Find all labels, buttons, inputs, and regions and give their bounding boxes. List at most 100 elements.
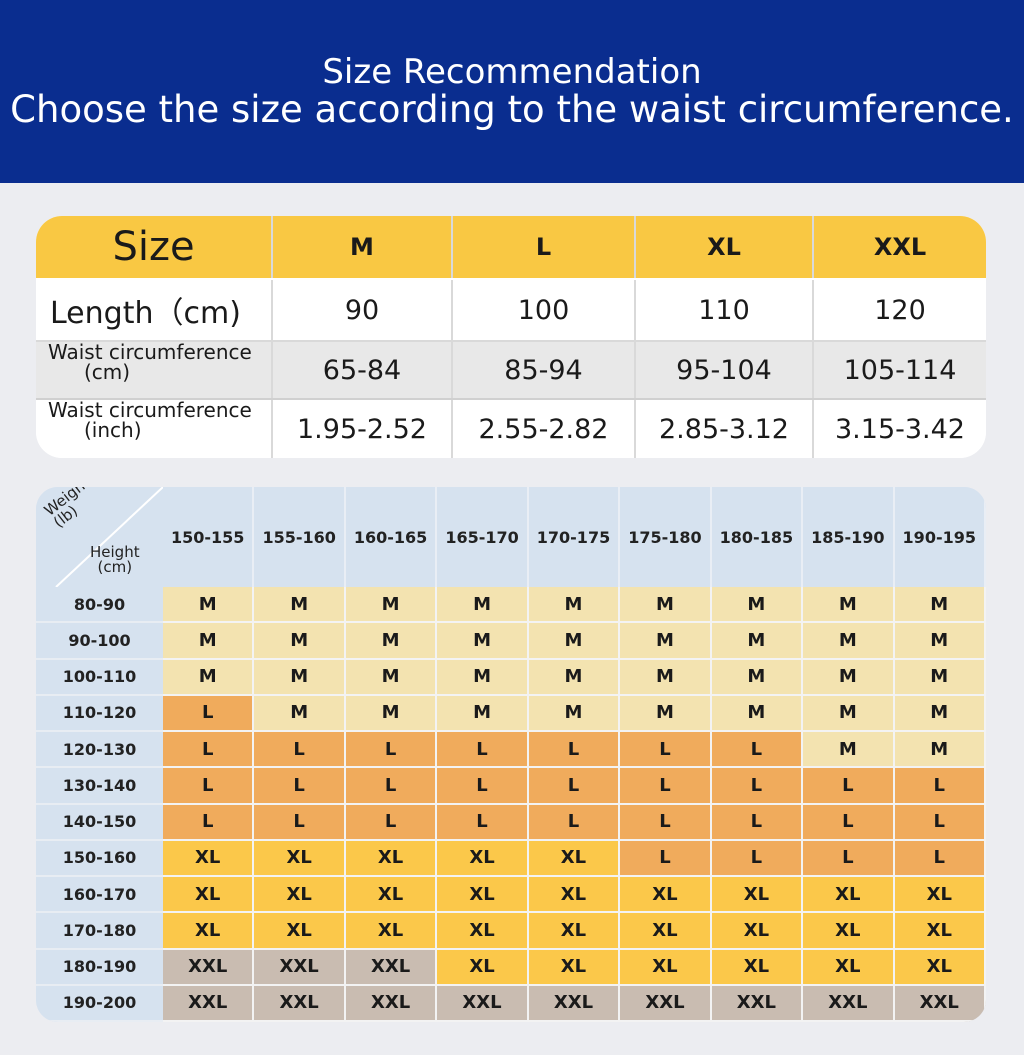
size-cell: L <box>620 804 712 841</box>
size-cell: L <box>803 804 895 841</box>
size-cell: XXL <box>254 985 346 1022</box>
waist-cm-value: 85-94 <box>453 342 636 398</box>
size-xxl: XXL <box>873 233 927 261</box>
size-cell: L <box>620 840 712 877</box>
size-cell: XL <box>894 913 986 950</box>
size-cell: M <box>620 659 712 696</box>
size-label: Size <box>36 216 273 278</box>
size-cell: XL <box>894 949 986 986</box>
size-cell: XL <box>894 877 986 914</box>
grid-header: Weight (lb) Height (cm) 150-155 155-160 16… <box>36 487 986 587</box>
size-cell: XL <box>528 877 621 914</box>
size-cell: L <box>711 732 804 769</box>
header-banner: Size Recommendation Choose the size acco… <box>0 0 1024 183</box>
table-row: 190-200 XXL XXL XXL XXL XXL XXL XXL XXL XXL <box>36 985 986 1022</box>
corner-height-label: Height (cm) <box>90 545 140 575</box>
table-row: 140-150 L L L L L L L L L <box>36 804 986 841</box>
size-cell: XL <box>803 877 895 914</box>
size-cell: XL <box>528 840 621 877</box>
size-cell: M <box>437 695 529 732</box>
height-column-header: 150-155 <box>163 487 255 587</box>
size-cell: XXL <box>254 949 346 986</box>
size-cell: M <box>163 659 255 696</box>
length-label: Length（cm) <box>36 280 273 340</box>
length-value: 110 <box>636 280 814 340</box>
size-cell: XXL <box>345 949 438 986</box>
height-column-header: 185-190 <box>803 487 895 587</box>
size-cell: L <box>711 804 804 841</box>
height-column-header: 170-175 <box>529 487 621 587</box>
size-cell: L <box>894 840 986 877</box>
waist-cm-label: Waist circumference (cm) <box>36 342 273 398</box>
size-cell: M <box>437 623 529 660</box>
table-row: 100-110 M M M M M M M M M <box>36 659 986 696</box>
corner-diagonal <box>55 487 163 587</box>
size-cell: M <box>620 623 712 660</box>
waist-inch-label-line2: (inch) <box>84 418 142 442</box>
size-cell: L <box>528 732 621 769</box>
weight-row-label: 160-170 <box>36 877 163 914</box>
size-cell: L <box>163 768 255 805</box>
size-cell: XXL <box>528 985 621 1022</box>
size-cell: XXL <box>803 985 895 1022</box>
size-cell: XL <box>437 877 529 914</box>
size-cell: M <box>528 623 621 660</box>
size-cell: L <box>711 768 804 805</box>
size-cell: XL <box>345 913 438 950</box>
weight-row-label: 130-140 <box>36 768 163 805</box>
table-row: 180-190 XXL XXL XXL XL XL XL XL XL XL <box>36 949 986 986</box>
size-cell: M <box>894 587 986 624</box>
size-cell: L <box>437 804 529 841</box>
weight-row-label: 140-150 <box>36 804 163 841</box>
size-cell: M <box>803 659 895 696</box>
table-row: 120-130 L L L L L L L M M <box>36 732 986 769</box>
size-cell: M <box>254 695 346 732</box>
size-cell: M <box>345 587 438 624</box>
size-cell: L <box>345 732 438 769</box>
table-row: 130-140 L L L L L L L L L <box>36 768 986 805</box>
weight-row-label: 100-110 <box>36 659 163 696</box>
size-cell: XL <box>711 913 804 950</box>
waist-cm-value: 95-104 <box>636 342 814 398</box>
size-cell: XL <box>437 949 529 986</box>
size-cell: M <box>620 695 712 732</box>
size-cell: XXL <box>711 985 804 1022</box>
size-cell: M <box>345 659 438 696</box>
size-cell: XL <box>620 877 712 914</box>
size-cell: L <box>163 732 255 769</box>
size-cell: XL <box>528 949 621 986</box>
size-cell: XXL <box>163 985 255 1022</box>
size-cell: M <box>894 659 986 696</box>
waist-cm-label-line1: Waist circumference <box>48 340 252 364</box>
size-cell: M <box>894 732 986 769</box>
size-cell: M <box>803 695 895 732</box>
size-cell: L <box>254 768 346 805</box>
size-cell: M <box>163 587 255 624</box>
table-row: 90-100 M M M M M M M M M <box>36 623 986 660</box>
size-cell: XXL <box>894 985 986 1022</box>
spec-row-waist-cm: Waist circumference (cm) 65-84 85-94 95-… <box>36 342 986 400</box>
size-grid: Weight (lb) Height (cm) 150-155 155-160 16… <box>36 487 986 1022</box>
size-cell: M <box>803 732 895 769</box>
page-subtitle: Choose the size according to the waist c… <box>10 88 1014 131</box>
size-cell: XL <box>163 877 255 914</box>
size-cell: L <box>345 804 438 841</box>
height-column-header: 165-170 <box>437 487 529 587</box>
size-cell: M <box>711 659 804 696</box>
size-cell: M <box>254 623 346 660</box>
spec-row-waist-inch: Waist circumference (inch) 1.95-2.52 2.5… <box>36 400 986 458</box>
page-title: Size Recommendation <box>322 52 702 92</box>
waist-cm-label-line2: (cm) <box>84 360 131 384</box>
size-cell: L <box>163 695 255 732</box>
table-row: 80-90 M M M M M M M M M <box>36 587 986 624</box>
size-cell: L <box>163 804 255 841</box>
size-cell: M <box>803 623 895 660</box>
height-column-header: 190-195 <box>895 487 986 587</box>
size-cell: XL <box>620 913 712 950</box>
size-cell: XL <box>345 840 438 877</box>
waist-inch-value: 2.55-2.82 <box>453 400 636 458</box>
length-value: 90 <box>273 280 453 340</box>
weight-row-label: 180-190 <box>36 949 163 986</box>
size-cell: M <box>528 659 621 696</box>
size-cell: XL <box>437 840 529 877</box>
